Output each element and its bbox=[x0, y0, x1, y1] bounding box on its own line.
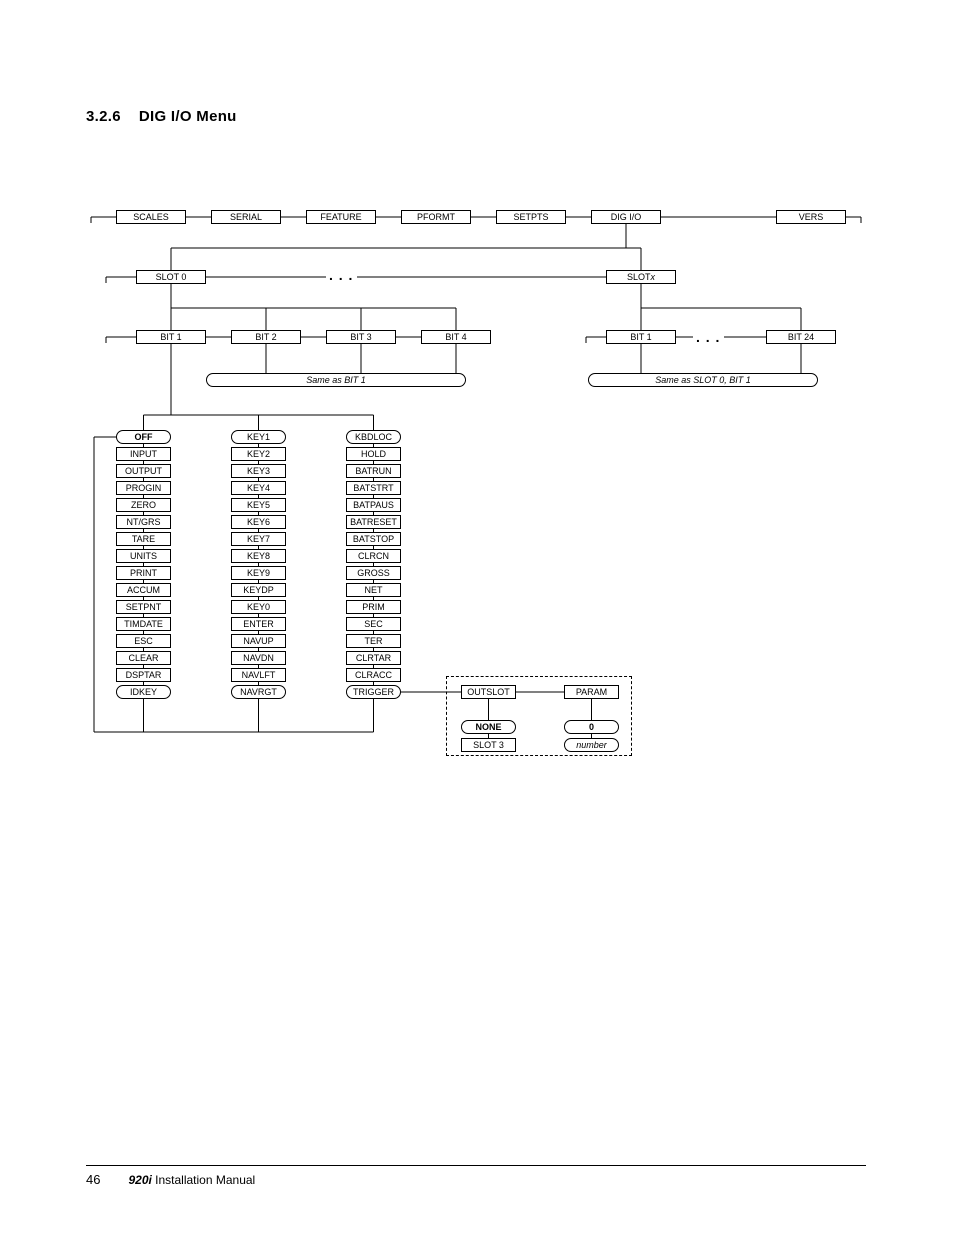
diagram-node: BATRESET bbox=[346, 515, 401, 529]
diagram-node: DIG I/O bbox=[591, 210, 661, 224]
section-heading: 3.2.6 DIG I/O Menu bbox=[86, 108, 880, 125]
diagram-node: ENTER bbox=[231, 617, 286, 631]
diagram-node: BATPAUS bbox=[346, 498, 401, 512]
diagram-node: KEY3 bbox=[231, 464, 286, 478]
diagram-node: NAVLFT bbox=[231, 668, 286, 682]
diagram-node: PRINT bbox=[116, 566, 171, 580]
diagram-node: NT/GRS bbox=[116, 515, 171, 529]
diagram-node: KEY6 bbox=[231, 515, 286, 529]
diagram-node: SERIAL bbox=[211, 210, 281, 224]
diagram-node: CLEAR bbox=[116, 651, 171, 665]
footer-text: 46 920i Installation Manual bbox=[86, 1172, 866, 1187]
diagram-node: BATRUN bbox=[346, 464, 401, 478]
diagram-node: BIT 1 bbox=[606, 330, 676, 344]
diagram-node: IDKEY bbox=[116, 685, 171, 699]
diagram-node: ACCUM bbox=[116, 583, 171, 597]
diagram-node: PFORMT bbox=[401, 210, 471, 224]
diagram-node: KEY9 bbox=[231, 566, 286, 580]
diagram-node: PROGIN bbox=[116, 481, 171, 495]
diagram-node: NET bbox=[346, 583, 401, 597]
diagram-node: NAVUP bbox=[231, 634, 286, 648]
diagram-node: VERS bbox=[776, 210, 846, 224]
section-number: 3.2.6 bbox=[86, 108, 121, 125]
page-number: 46 bbox=[86, 1172, 100, 1187]
diagram-node: CLRTAR bbox=[346, 651, 401, 665]
diagram-node: FEATURE bbox=[306, 210, 376, 224]
diagram-node: PRIM bbox=[346, 600, 401, 614]
diagram-node: KEY8 bbox=[231, 549, 286, 563]
section-title-text: DIG I/O Menu bbox=[139, 108, 237, 125]
ellipsis: . . . bbox=[329, 267, 353, 283]
diagram-node: KEY0 bbox=[231, 600, 286, 614]
diagram-node: SETPNT bbox=[116, 600, 171, 614]
footer-doc: Installation Manual bbox=[152, 1173, 255, 1187]
ellipsis: . . . bbox=[696, 329, 720, 345]
diagram-node: SETPTS bbox=[496, 210, 566, 224]
diagram-node: BIT 4 bbox=[421, 330, 491, 344]
diagram-node: TRIGGER bbox=[346, 685, 401, 699]
diagram-node: BIT 2 bbox=[231, 330, 301, 344]
diagram-node: CLRCN bbox=[346, 549, 401, 563]
diagram-node: GROSS bbox=[346, 566, 401, 580]
diagram-node: ESC bbox=[116, 634, 171, 648]
diagram-node: SLOT 0 bbox=[136, 270, 206, 284]
diagram-node: SCALES bbox=[116, 210, 186, 224]
diagram-node: TIMDATE bbox=[116, 617, 171, 631]
diagram-node: KEYDP bbox=[231, 583, 286, 597]
diagram-node: Same as BIT 1 bbox=[206, 373, 466, 387]
diagram-node: NAVDN bbox=[231, 651, 286, 665]
diagram-node: KEY2 bbox=[231, 447, 286, 461]
diagram-node: BIT 24 bbox=[766, 330, 836, 344]
diagram-node: UNITS bbox=[116, 549, 171, 563]
page-footer: 46 920i Installation Manual bbox=[86, 1165, 866, 1187]
diagram-node: OUTPUT bbox=[116, 464, 171, 478]
diagram-node: DSPTAR bbox=[116, 668, 171, 682]
diagram-node: BIT 1 bbox=[136, 330, 206, 344]
diagram-node: CLRACC bbox=[346, 668, 401, 682]
footer-rule bbox=[86, 1165, 866, 1166]
diagram-node: BATSTRT bbox=[346, 481, 401, 495]
diagram-node: KEY1 bbox=[231, 430, 286, 444]
diagram-node: KEY5 bbox=[231, 498, 286, 512]
diagram-node: KEY7 bbox=[231, 532, 286, 546]
diagram-node: BIT 3 bbox=[326, 330, 396, 344]
diagram-node: SLOT x bbox=[606, 270, 676, 284]
diagram-node: SEC bbox=[346, 617, 401, 631]
diagram-node: HOLD bbox=[346, 447, 401, 461]
diagram-node: OFF bbox=[116, 430, 171, 444]
trigger-subgroup-box bbox=[446, 676, 632, 756]
diagram-node: ZERO bbox=[116, 498, 171, 512]
footer-model: 920i bbox=[128, 1173, 151, 1187]
menu-diagram: SCALES SERIAL FEATURE PFORMT SETPTS DIG I/O VE… bbox=[86, 190, 866, 780]
diagram-node: NAVRGT bbox=[231, 685, 286, 699]
diagram-node: BATSTOP bbox=[346, 532, 401, 546]
diagram-node: Same as SLOT 0, BIT 1 bbox=[588, 373, 818, 387]
diagram-node: TER bbox=[346, 634, 401, 648]
diagram-node: INPUT bbox=[116, 447, 171, 461]
diagram-node: KEY4 bbox=[231, 481, 286, 495]
diagram-node: TARE bbox=[116, 532, 171, 546]
diagram-node: KBDLOC bbox=[346, 430, 401, 444]
